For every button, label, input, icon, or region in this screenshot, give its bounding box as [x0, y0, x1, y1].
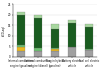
Bar [85, 27, 93, 49]
Bar [51, 51, 59, 57]
Bar [17, 47, 25, 51]
Bar [68, 23, 76, 47]
Bar [68, 20, 76, 23]
Bar [85, 50, 93, 57]
Y-axis label: Lifecycle GHG emissions
(tCO₂eq): Lifecycle GHG emissions (tCO₂eq) [0, 14, 6, 46]
Bar [85, 24, 93, 27]
Bar [51, 49, 59, 51]
Bar [17, 45, 25, 47]
Bar [34, 51, 42, 57]
Bar [17, 12, 25, 15]
Bar [17, 51, 25, 57]
Bar [17, 15, 25, 45]
Bar [51, 29, 59, 48]
Bar [51, 24, 59, 29]
Bar [68, 47, 76, 57]
Bar [34, 15, 42, 18]
Bar [34, 49, 42, 51]
Bar [85, 49, 93, 50]
Bar [34, 18, 42, 49]
Bar [51, 48, 59, 49]
